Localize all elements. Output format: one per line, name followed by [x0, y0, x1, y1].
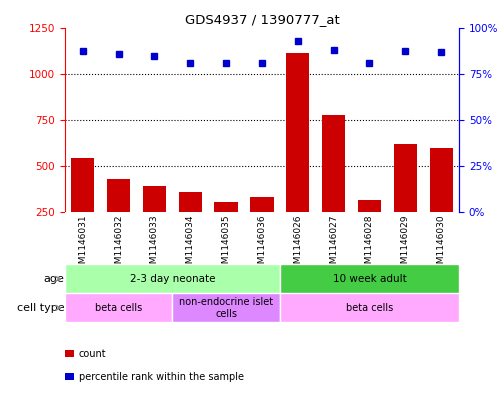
Text: non-endocrine islet
cells: non-endocrine islet cells	[179, 297, 273, 319]
Bar	[172, 293, 280, 322]
Text: GSM1146033: GSM1146033	[150, 214, 159, 275]
Bar	[215, 202, 238, 258]
Text: GSM1146036: GSM1146036	[257, 214, 266, 275]
Bar	[322, 115, 345, 258]
Text: 10 week adult: 10 week adult	[333, 274, 406, 284]
Bar	[286, 53, 309, 258]
Text: GSM1146029: GSM1146029	[401, 214, 410, 275]
Text: GSM1146026: GSM1146026	[293, 214, 302, 275]
Text: 2-3 day neonate: 2-3 day neonate	[130, 274, 215, 284]
Bar	[71, 158, 94, 258]
Text: GSM1146031: GSM1146031	[78, 214, 87, 275]
Bar	[107, 178, 130, 258]
Text: GSM1146028: GSM1146028	[365, 214, 374, 275]
Text: beta cells: beta cells	[95, 303, 142, 313]
Text: GSM1146030: GSM1146030	[437, 214, 446, 275]
Text: GSM1146032: GSM1146032	[114, 214, 123, 275]
Bar	[358, 200, 381, 258]
Text: age: age	[43, 274, 64, 284]
Text: cell type: cell type	[17, 303, 64, 313]
Bar	[250, 197, 273, 258]
Bar	[65, 293, 172, 322]
Bar	[65, 264, 280, 293]
Bar	[179, 193, 202, 258]
Bar	[143, 186, 166, 258]
Bar	[430, 148, 453, 258]
Text: percentile rank within the sample: percentile rank within the sample	[79, 372, 244, 382]
Bar	[280, 264, 459, 293]
Text: count: count	[79, 349, 106, 359]
Text: GSM1146035: GSM1146035	[222, 214, 231, 275]
Bar	[280, 293, 459, 322]
Text: GSM1146027: GSM1146027	[329, 214, 338, 275]
Bar	[394, 145, 417, 258]
Text: GSM1146034: GSM1146034	[186, 214, 195, 275]
Text: beta cells: beta cells	[346, 303, 393, 313]
Title: GDS4937 / 1390777_at: GDS4937 / 1390777_at	[185, 13, 339, 26]
